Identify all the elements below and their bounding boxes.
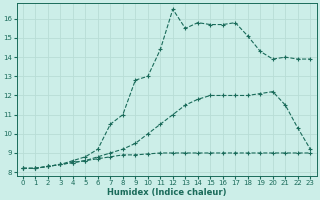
X-axis label: Humidex (Indice chaleur): Humidex (Indice chaleur)	[107, 188, 226, 197]
